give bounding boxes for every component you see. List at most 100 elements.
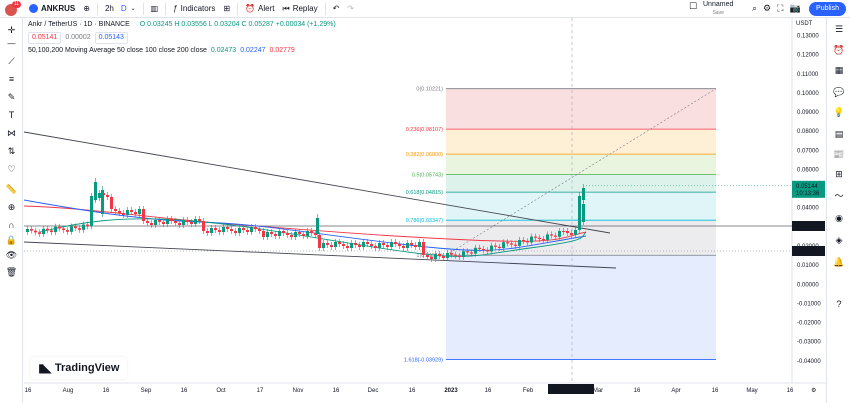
fib-retracement-icon[interactable]: ≡ bbox=[8, 74, 15, 84]
alert-button[interactable]: ⏰ Alert bbox=[241, 0, 278, 18]
candle-body bbox=[330, 245, 333, 247]
help-icon[interactable]: ? bbox=[836, 299, 842, 309]
candle-body bbox=[238, 228, 241, 233]
ruler-icon[interactable]: 📏 bbox=[5, 184, 18, 194]
candle-body bbox=[122, 213, 125, 215]
candle-body bbox=[466, 251, 469, 253]
fullscreen-icon[interactable]: ⛶ bbox=[777, 3, 784, 13]
fib-trend-line bbox=[445, 88, 717, 256]
candle-body bbox=[26, 229, 29, 232]
candle-body bbox=[462, 251, 465, 257]
candle-body bbox=[110, 197, 113, 209]
calendar-icon[interactable]: ▤ bbox=[834, 129, 844, 139]
heart-icon[interactable]: ♡ bbox=[7, 164, 16, 174]
news-icon[interactable]: 📰 bbox=[833, 149, 845, 159]
candle-body bbox=[206, 231, 209, 233]
candle-body bbox=[82, 224, 85, 230]
compare-symbol-button[interactable]: ⊕ bbox=[79, 0, 94, 18]
layers-icon[interactable]: ◈ bbox=[835, 235, 843, 245]
time-axis-tick: 2023 bbox=[444, 388, 458, 394]
candle-body bbox=[194, 219, 197, 224]
divider bbox=[165, 2, 167, 15]
chat-icon[interactable]: 💬 bbox=[833, 87, 845, 97]
redo-icon: ↷ bbox=[347, 4, 354, 13]
candle-body bbox=[302, 234, 305, 236]
candle-body bbox=[570, 233, 573, 235]
candle-body bbox=[42, 228, 45, 235]
eye-icon[interactable]: 👁 bbox=[5, 250, 18, 260]
tradingview-wordmark: TradingView bbox=[54, 362, 120, 374]
price-axis-tick: -0.04000 bbox=[797, 359, 821, 365]
alarm-clock-icon[interactable]: ⏰ bbox=[833, 45, 845, 55]
tradingview-logo[interactable]: ▮◣ TradingView bbox=[30, 357, 128, 379]
candle-body bbox=[478, 247, 481, 249]
magnet-icon[interactable]: ∩ bbox=[8, 220, 15, 230]
candle-body bbox=[506, 242, 509, 244]
replay-label: Replay bbox=[292, 4, 318, 13]
interval-button[interactable]: 2h D ⌄ bbox=[101, 0, 140, 18]
divider bbox=[237, 2, 239, 15]
zoom-in-icon[interactable]: ⊕ bbox=[7, 202, 16, 212]
candles-icon: ▥ bbox=[150, 4, 159, 13]
notification-badge: 11 bbox=[12, 0, 21, 8]
symbol-search-button[interactable]: ANKRUS bbox=[25, 0, 79, 18]
candle-body bbox=[578, 196, 581, 222]
time-axis-tick: 17 bbox=[257, 388, 264, 394]
candle-body bbox=[174, 221, 177, 223]
watchlist-icon[interactable]: ☰ bbox=[834, 24, 844, 34]
pine-icon[interactable]: ◉ bbox=[835, 213, 843, 223]
price-axis-tick: -0.01000 bbox=[797, 301, 821, 307]
price-axis-tick: 0.04000 bbox=[797, 206, 819, 212]
pattern-icon[interactable]: ⋈ bbox=[7, 128, 16, 138]
candle-body bbox=[446, 253, 449, 258]
trend-line-icon[interactable]: ⟋ bbox=[8, 56, 15, 66]
fib-level-label: 0.236(0.08107) bbox=[406, 127, 443, 133]
price-axis-tick: 0.07000 bbox=[797, 148, 819, 154]
candle-body bbox=[66, 230, 69, 232]
candle-body bbox=[286, 233, 289, 235]
candle-body bbox=[190, 222, 193, 224]
price-axis-tick: 0.12000 bbox=[797, 53, 819, 59]
gear-icon[interactable]: ⚙ bbox=[763, 3, 772, 13]
trash-icon[interactable]: 🗑 bbox=[5, 267, 18, 277]
signal-icon[interactable]: 〜 bbox=[834, 191, 844, 201]
candle-body bbox=[394, 242, 397, 244]
legend-ohlc: O 0.03245 H 0.03556 L 0.03204 C 0.05287 … bbox=[139, 21, 336, 28]
chart-type-button[interactable]: ▥ bbox=[147, 0, 163, 18]
text-icon[interactable]: T bbox=[8, 110, 15, 120]
fib-level-label: 1.618(-0.03929) bbox=[404, 357, 443, 363]
candle-body bbox=[254, 227, 257, 229]
crosshair-icon[interactable]: ✛ bbox=[7, 25, 16, 35]
publish-button[interactable]: Publish bbox=[809, 2, 846, 16]
minus-icon[interactable]: — bbox=[7, 39, 16, 48]
data-window-icon[interactable]: ▦ bbox=[834, 65, 844, 75]
undo-button[interactable]: ↶ bbox=[329, 0, 344, 18]
templates-button[interactable]: ⊞ bbox=[219, 0, 234, 18]
lock-icon[interactable]: 🔒 bbox=[5, 235, 18, 245]
sell-price-button[interactable]: 0.05141 bbox=[28, 32, 62, 44]
layout-name-button[interactable]: ☐ Unnamed Save bbox=[689, 1, 733, 17]
candle-body bbox=[90, 196, 93, 227]
notifications-icon[interactable]: 🔔 bbox=[833, 257, 845, 267]
trend-line-upper bbox=[23, 131, 611, 234]
ma-label[interactable]: 50,100,200 Moving Average 50 close 100 c… bbox=[28, 47, 207, 54]
candle-body bbox=[494, 245, 497, 247]
candle-body bbox=[518, 240, 521, 246]
forecast-icon[interactable]: ⇅ bbox=[7, 146, 16, 156]
indicators-button[interactable]: ƒ Indicators bbox=[169, 0, 219, 18]
brush-icon[interactable]: ✎ bbox=[7, 92, 16, 102]
price-axis-tick: 0.11000 bbox=[797, 72, 819, 78]
camera-icon[interactable]: 📷 bbox=[789, 3, 801, 13]
user-avatar[interactable]: 11 bbox=[3, 0, 21, 16]
buy-price-button[interactable]: 0.05143 bbox=[94, 32, 128, 44]
screener-icon[interactable]: ⊞ bbox=[835, 169, 843, 179]
redo-button[interactable]: ↷ bbox=[343, 0, 358, 18]
replay-button[interactable]: ⏮ Replay bbox=[278, 0, 321, 18]
alarm-clock-icon: ⏰ bbox=[245, 4, 256, 13]
price-axis-tick: 0.13000 bbox=[797, 34, 819, 40]
search-icon[interactable]: ⌕ bbox=[752, 3, 758, 13]
candle-body bbox=[362, 242, 365, 247]
ideas-icon[interactable]: 💡 bbox=[833, 107, 845, 117]
candle-body bbox=[458, 255, 461, 257]
